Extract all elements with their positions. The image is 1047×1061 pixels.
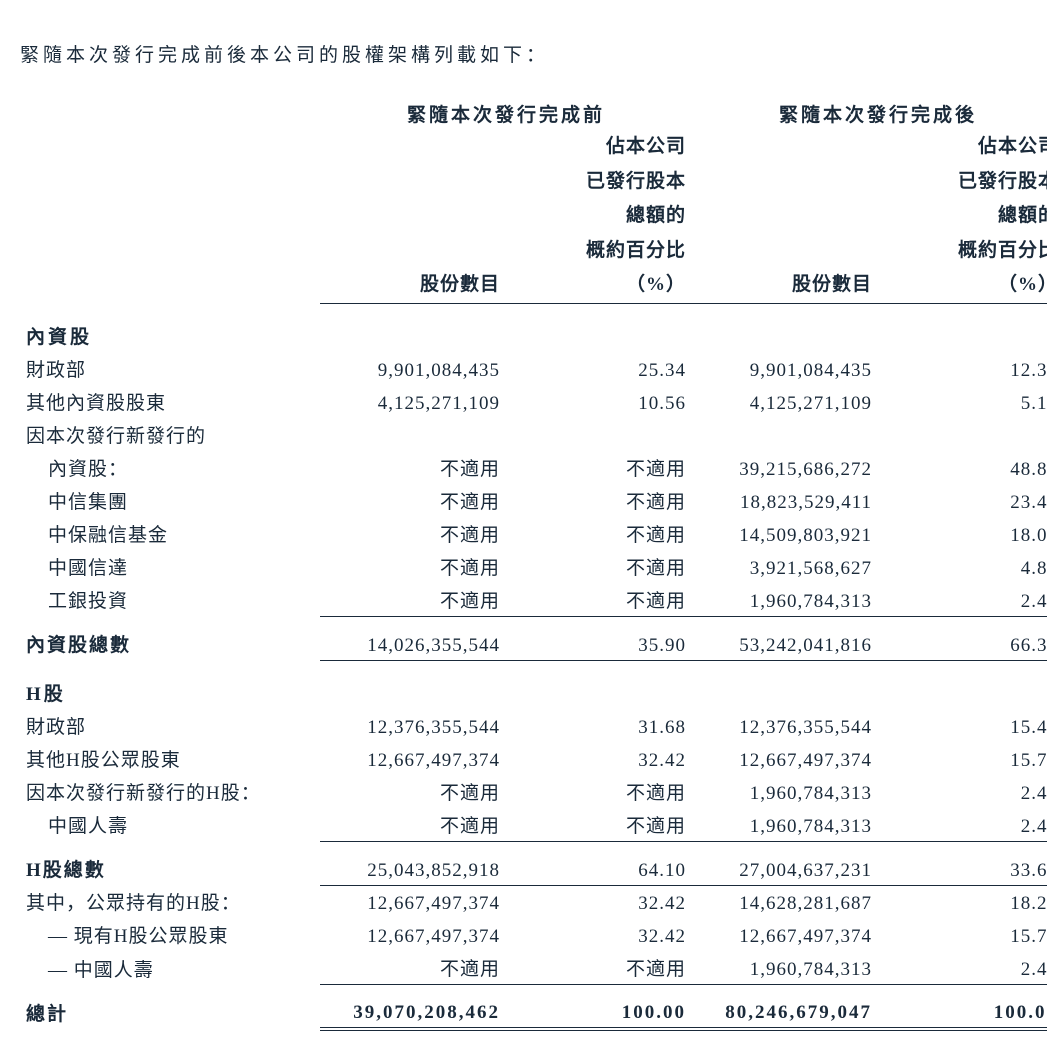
table-row: 內資股： 不適用 不適用 39,215,686,272 48.87 <box>20 451 1047 484</box>
table-row: 工銀投資 不適用 不適用 1,960,784,313 2.44 <box>20 583 1047 617</box>
table-row: 財政部 9,901,084,435 25.34 9,901,084,435 12… <box>20 352 1047 385</box>
hdr-pct-a-l3: 總額的 <box>878 199 1047 234</box>
hdr-pct-b-l4: 概約百分比 <box>506 234 692 269</box>
hdr-pct-a-l4: 概約百分比 <box>878 234 1047 269</box>
table-row: — 中國人壽 不適用 不適用 1,960,784,313 2.44 <box>20 951 1047 985</box>
grand-total-row: 總計 39,070,208,462 100.00 80,246,679,047 … <box>20 985 1047 1029</box>
table-row: 財政部 12,376,355,544 31.68 12,376,355,544 … <box>20 709 1047 742</box>
table-row: 中國人壽 不適用 不適用 1,960,784,313 2.44 <box>20 808 1047 842</box>
hdr-pct-a-l5: （%） <box>878 268 1047 303</box>
hdr-after: 緊隨本次發行完成後 <box>692 97 1047 130</box>
domestic-title: 內資股 <box>20 303 1047 352</box>
hdr-pct-a-l1: 佔本公司 <box>878 130 1047 165</box>
table-row: 中保融信基金 不適用 不適用 14,509,803,921 18.08 <box>20 517 1047 550</box>
table-row: 中信集團 不適用 不適用 18,823,529,411 23.46 <box>20 484 1047 517</box>
hdr-pct-b-l1: 佔本公司 <box>506 130 692 165</box>
table-row: — 現有H股公眾股東 12,667,497,374 32.42 12,667,4… <box>20 918 1047 951</box>
hdr-pct-b-l5: （%） <box>506 268 692 303</box>
hdr-pct-a-l2: 已發行股本 <box>878 165 1047 200</box>
h-total-row: H股總數 25,043,852,918 64.10 27,004,637,231… <box>20 841 1047 885</box>
table-row: 中國信達 不適用 不適用 3,921,568,627 4.89 <box>20 550 1047 583</box>
table-row: 其中，公眾持有的H股： 12,667,497,374 32.42 14,628,… <box>20 885 1047 918</box>
hdr-pct-b-l3: 總額的 <box>506 199 692 234</box>
table-row: 因本次發行新發行的 <box>20 418 1047 451</box>
shareholding-table: 緊隨本次發行完成前 緊隨本次發行完成後 佔本公司 佔本公司 已發行股本 已發行股… <box>20 97 1047 1031</box>
hdr-before: 緊隨本次發行完成前 <box>320 97 692 130</box>
table-row: 其他H股公眾股東 12,667,497,374 32.42 12,667,497… <box>20 742 1047 775</box>
hdr-shares-a: 股份數目 <box>692 268 878 303</box>
h-title: H股 <box>20 660 1047 709</box>
intro-text: 緊隨本次發行完成前後本公司的股權架構列載如下： <box>20 40 1027 67</box>
table-row: 因本次發行新發行的H股： 不適用 不適用 1,960,784,313 2.44 <box>20 775 1047 808</box>
domestic-total-row: 內資股總數 14,026,355,544 35.90 53,242,041,81… <box>20 616 1047 660</box>
hdr-pct-b-l2: 已發行股本 <box>506 165 692 200</box>
hdr-shares-b: 股份數目 <box>320 268 506 303</box>
table-row: 其他內資股股東 4,125,271,109 10.56 4,125,271,10… <box>20 385 1047 418</box>
